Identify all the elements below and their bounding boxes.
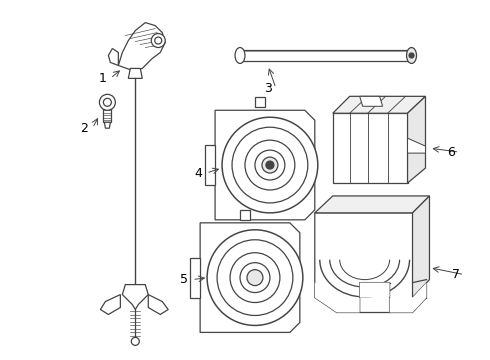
Polygon shape <box>413 196 429 298</box>
Polygon shape <box>247 270 263 285</box>
Polygon shape <box>315 213 426 312</box>
Circle shape <box>207 230 303 325</box>
Circle shape <box>99 94 115 110</box>
Text: 4: 4 <box>194 167 202 180</box>
Polygon shape <box>251 266 259 274</box>
Polygon shape <box>333 113 408 183</box>
Circle shape <box>232 127 308 203</box>
Polygon shape <box>243 274 251 282</box>
Text: 6: 6 <box>447 145 455 159</box>
Polygon shape <box>360 96 383 106</box>
Circle shape <box>247 270 263 285</box>
Polygon shape <box>333 96 425 113</box>
Text: 2: 2 <box>80 122 88 135</box>
Polygon shape <box>251 282 259 289</box>
Polygon shape <box>408 96 425 183</box>
Polygon shape <box>255 97 265 107</box>
Polygon shape <box>200 223 300 332</box>
Polygon shape <box>315 196 429 213</box>
Circle shape <box>151 33 165 48</box>
Polygon shape <box>104 122 110 128</box>
Text: 7: 7 <box>452 268 461 281</box>
Polygon shape <box>215 110 315 220</box>
Polygon shape <box>315 283 426 312</box>
Circle shape <box>103 98 111 106</box>
Circle shape <box>155 37 162 44</box>
Polygon shape <box>259 274 267 282</box>
Polygon shape <box>190 258 200 298</box>
Circle shape <box>255 150 285 180</box>
Ellipse shape <box>235 48 245 63</box>
Circle shape <box>131 337 139 345</box>
Polygon shape <box>148 294 168 315</box>
Polygon shape <box>103 108 111 122</box>
Polygon shape <box>108 49 119 66</box>
Polygon shape <box>119 23 165 71</box>
Polygon shape <box>122 285 148 310</box>
Text: 3: 3 <box>264 82 272 95</box>
Polygon shape <box>240 50 412 62</box>
Circle shape <box>266 161 274 169</box>
Circle shape <box>240 263 270 293</box>
Polygon shape <box>205 145 215 185</box>
Circle shape <box>245 140 295 190</box>
Circle shape <box>222 117 318 213</box>
Polygon shape <box>100 294 121 315</box>
Text: 1: 1 <box>98 72 106 85</box>
Circle shape <box>230 253 280 302</box>
Polygon shape <box>128 68 142 78</box>
Polygon shape <box>240 210 250 220</box>
Circle shape <box>409 53 414 58</box>
Ellipse shape <box>407 48 416 63</box>
Circle shape <box>262 157 278 173</box>
Circle shape <box>217 240 293 315</box>
Polygon shape <box>408 138 425 153</box>
Text: 5: 5 <box>180 273 188 286</box>
